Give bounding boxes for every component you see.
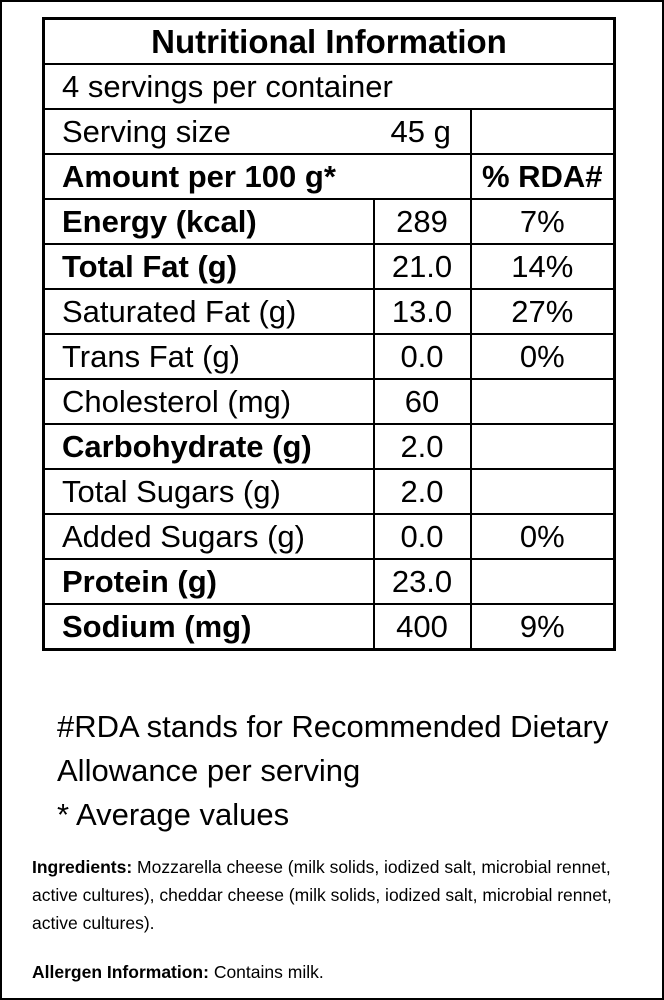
nutrient-row: Saturated Fat (g) 13.0 27% — [42, 288, 616, 335]
nutrient-rda: 9% — [469, 603, 616, 651]
nutrient-name: Protein (g) — [42, 558, 375, 605]
nutrient-name: Sodium (mg) — [42, 603, 375, 651]
nutrient-amount: 13.0 — [372, 288, 472, 335]
nutrient-name: Added Sugars (g) — [42, 513, 375, 560]
rda-header: % RDA# — [469, 153, 616, 200]
serving-size-label: Serving size — [42, 108, 374, 155]
nutrient-amount: 23.0 — [372, 558, 472, 605]
ingredients-heading: Ingredients: — [32, 857, 133, 877]
serving-size-rda-blank — [469, 108, 616, 155]
average-values-footnote: * Average values — [57, 797, 290, 832]
nutrient-rda: 27% — [469, 288, 616, 335]
nutrient-row: Sodium (mg) 400 9% — [42, 603, 616, 651]
servings-per-container: 4 servings per container — [42, 63, 616, 110]
nutrient-amount: 2.0 — [372, 423, 472, 470]
nutrient-name: Total Sugars (g) — [42, 468, 375, 515]
nutrient-row: Cholesterol (mg) 60 — [42, 378, 616, 425]
nutrient-amount: 21.0 — [372, 243, 472, 290]
serving-size-value: 45 g — [373, 108, 472, 155]
nutrient-rda — [469, 378, 616, 425]
rda-footnote-line-2: Allowance per serving — [57, 753, 361, 788]
nutrient-row: Trans Fat (g) 0.0 0% — [42, 333, 616, 380]
nutrient-amount: 0.0 — [372, 333, 472, 380]
nutrient-name: Trans Fat (g) — [42, 333, 375, 380]
amount-header: Amount per 100 g* — [42, 153, 471, 200]
servings-row: 4 servings per container — [42, 63, 616, 110]
amount-header-row: Amount per 100 g* % RDA# — [42, 153, 616, 200]
nutrient-rda: 0% — [469, 333, 616, 380]
nutrient-rda — [469, 468, 616, 515]
nutrition-facts-table: Nutritional Information 4 servings per c… — [42, 17, 616, 651]
nutrient-rda — [469, 423, 616, 470]
nutrient-rda: 14% — [469, 243, 616, 290]
nutrient-row: Added Sugars (g) 0.0 0% — [42, 513, 616, 560]
nutrient-name: Energy (kcal) — [42, 198, 375, 245]
nutrient-name: Carbohydrate (g) — [42, 423, 375, 470]
table-title: Nutritional Information — [42, 17, 616, 65]
nutrient-amount: 0.0 — [372, 513, 472, 560]
footnotes: #RDA stands for Recommended Dietary Allo… — [57, 705, 647, 837]
nutrient-row: Protein (g) 23.0 — [42, 558, 616, 605]
nutrient-amount: 400 — [372, 603, 472, 651]
rda-footnote-line-1: #RDA stands for Recommended Dietary — [57, 709, 609, 744]
nutrient-amount: 60 — [372, 378, 472, 425]
nutrient-row: Carbohydrate (g) 2.0 — [42, 423, 616, 470]
serving-size-row: Serving size 45 g — [42, 108, 616, 155]
nutrient-row: Total Sugars (g) 2.0 — [42, 468, 616, 515]
nutrient-name: Total Fat (g) — [42, 243, 375, 290]
nutrient-rda — [469, 558, 616, 605]
title-row: Nutritional Information — [42, 17, 616, 65]
allergen-heading: Allergen Information: — [32, 962, 209, 982]
nutrient-rda: 7% — [469, 198, 616, 245]
ingredients-text: Mozzarella cheese (milk solids, iodized … — [32, 857, 612, 933]
allergen-block: Allergen Information: Contains milk. — [32, 958, 324, 986]
allergen-text: Contains milk. — [208, 962, 324, 982]
nutrient-name: Cholesterol (mg) — [42, 378, 375, 425]
nutrient-row: Energy (kcal) 289 7% — [42, 198, 616, 245]
nutrient-amount: 289 — [372, 198, 472, 245]
ingredients-block: Ingredients: Mozzarella cheese (milk sol… — [32, 853, 642, 937]
nutrient-name: Saturated Fat (g) — [42, 288, 375, 335]
nutrient-amount: 2.0 — [372, 468, 472, 515]
nutrient-rda: 0% — [469, 513, 616, 560]
nutrient-row: Total Fat (g) 21.0 14% — [42, 243, 616, 290]
